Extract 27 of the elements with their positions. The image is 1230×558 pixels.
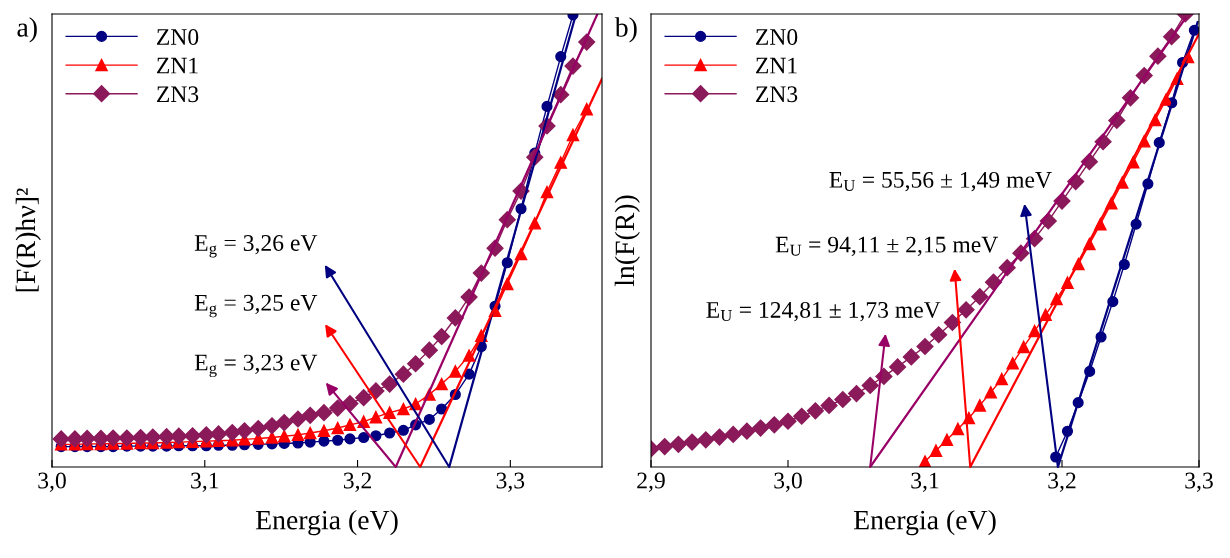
annotation: E$_{g}$ = 3,25 eV	[194, 294, 318, 318]
annotation: E$_{U}$ = 124,81 ± 1,73 meV	[706, 301, 941, 322]
x-tick-label: 3,3	[1185, 472, 1213, 492]
x-tick-label: 3,0	[38, 472, 66, 492]
y-axis-title: [F(R)hν]²	[15, 188, 41, 292]
y-axis-title: ln(F(R))	[614, 195, 640, 287]
annotation: E$_{U}$ = 94,11 ± 2,15 meV	[775, 236, 999, 256]
legend-label: ZN1	[756, 57, 797, 74]
annotation: E$_{g}$ = 3,23 eV	[194, 354, 318, 378]
legend-label: ZN0	[756, 28, 798, 45]
text: b)	[614, 17, 637, 43]
x-tick-label: 3,1	[911, 472, 939, 492]
x-tick-label: 3,0	[774, 472, 802, 492]
x-tick-label: 3,3	[496, 472, 525, 492]
legend-label: ZN0	[157, 28, 199, 45]
annotation: E$_{U}$ = 55,56 ± 1,49 meV	[829, 171, 1052, 192]
legend-label: ZN3	[756, 86, 798, 103]
x-tick-label: 3,1	[191, 472, 219, 492]
text: a)	[17, 17, 37, 43]
x-tick-label: 2,9	[637, 472, 665, 492]
legend-label: ZN1	[157, 57, 198, 74]
x-tick-label: 3,2	[1048, 472, 1076, 492]
legend-label: ZN3	[157, 86, 199, 103]
annotation: E$_{g}$ = 3,26 eV	[194, 235, 318, 258]
x-axis-title: Energia (eV)	[853, 509, 996, 536]
x-tick-label: 3,2	[343, 472, 372, 492]
x-axis-title: Energia (eV)	[255, 509, 398, 536]
